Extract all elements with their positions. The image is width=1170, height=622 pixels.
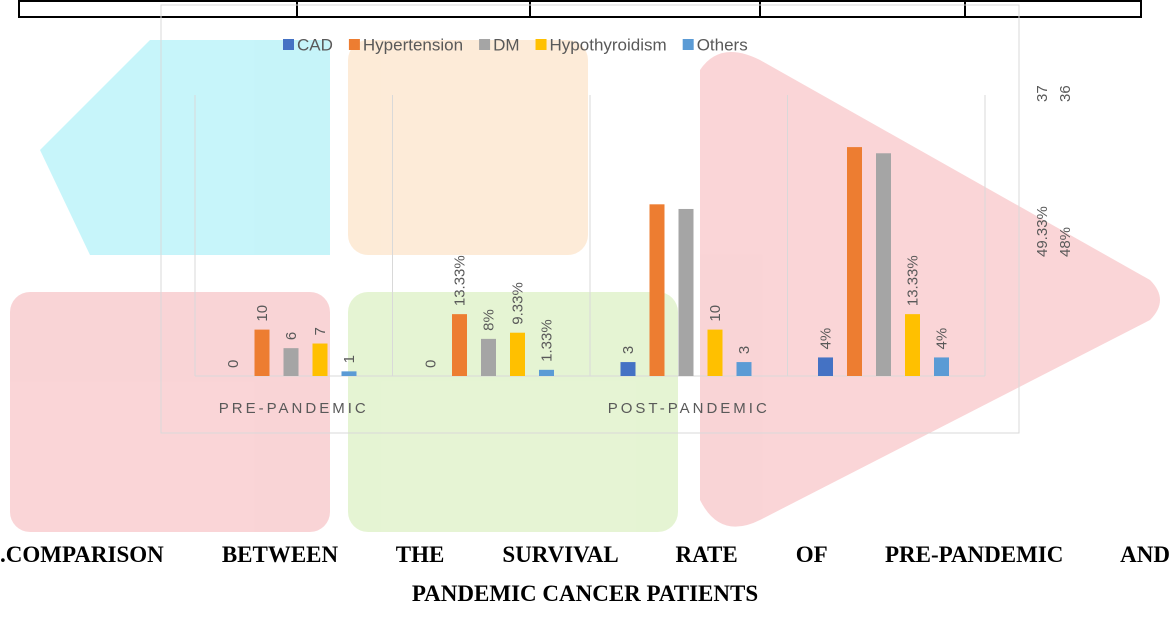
section-heading: PANDEMIC CANCER PATIENTS [411, 581, 759, 606]
bar [341, 371, 357, 376]
bar [510, 332, 525, 376]
watermark [10, 40, 1160, 532]
bar [312, 343, 328, 376]
watermark-shape [700, 52, 1160, 527]
watermark-shape [348, 292, 678, 532]
data-label: 48% [1057, 227, 1074, 257]
data-label: 10 [254, 305, 271, 322]
bar [707, 329, 723, 376]
data-label: 49.33% [1034, 206, 1051, 257]
data-label: 36 [1057, 85, 1074, 102]
legend-label: DM [493, 35, 519, 54]
legend-label: CAD [297, 35, 333, 54]
data-label: 0 [225, 360, 242, 368]
data-label: 9.33% [509, 282, 526, 325]
data-label: 4% [817, 328, 834, 350]
legend-swatch [535, 39, 547, 50]
legend-swatch [283, 39, 294, 50]
legend-swatch [479, 39, 491, 50]
bar [539, 369, 554, 376]
bar [847, 147, 862, 376]
data-label: 13.33% [451, 255, 468, 306]
bar [649, 204, 665, 376]
bar [818, 357, 833, 376]
bar [905, 314, 920, 376]
data-label: 6 [283, 332, 300, 340]
data-label: 37 [1034, 85, 1051, 102]
data-label: 10 [707, 305, 724, 322]
bar [283, 348, 299, 376]
data-label: 4% [933, 328, 950, 350]
data-label: 3 [736, 346, 753, 354]
data-label: 7 [312, 327, 329, 335]
bar [736, 362, 752, 376]
data-label: 13.33% [904, 255, 921, 306]
watermark-shape [10, 292, 330, 532]
legend-label: Others [697, 35, 748, 54]
watermark-shape [40, 40, 330, 255]
section-heading: .COMPARISON BETWEEN THE SURVIVAL RATE OF… [0, 542, 1170, 567]
data-label: 1 [341, 355, 358, 363]
data-label: 8% [480, 309, 497, 331]
data-label: 0 [422, 360, 439, 368]
legend-swatch [682, 39, 694, 50]
legend-swatch [348, 39, 360, 50]
data-label: 3 [620, 346, 637, 354]
legend-label: Hypertension [363, 35, 463, 54]
chart-frame [160, 4, 1020, 434]
data-label: 1.33% [538, 319, 555, 362]
x-tick-label: PRE-PANDEMIC [219, 400, 369, 417]
x-tick-label: POST-PANDEMIC [608, 400, 770, 417]
bar [481, 338, 496, 376]
bar [678, 208, 694, 376]
table-fragment [18, 0, 1142, 18]
legend-label: Hypothyroidism [550, 35, 667, 54]
bar [620, 362, 636, 376]
watermark-shape [348, 40, 588, 255]
bar [876, 153, 891, 376]
bar [254, 329, 270, 376]
bar [934, 357, 949, 376]
bar [452, 314, 467, 376]
